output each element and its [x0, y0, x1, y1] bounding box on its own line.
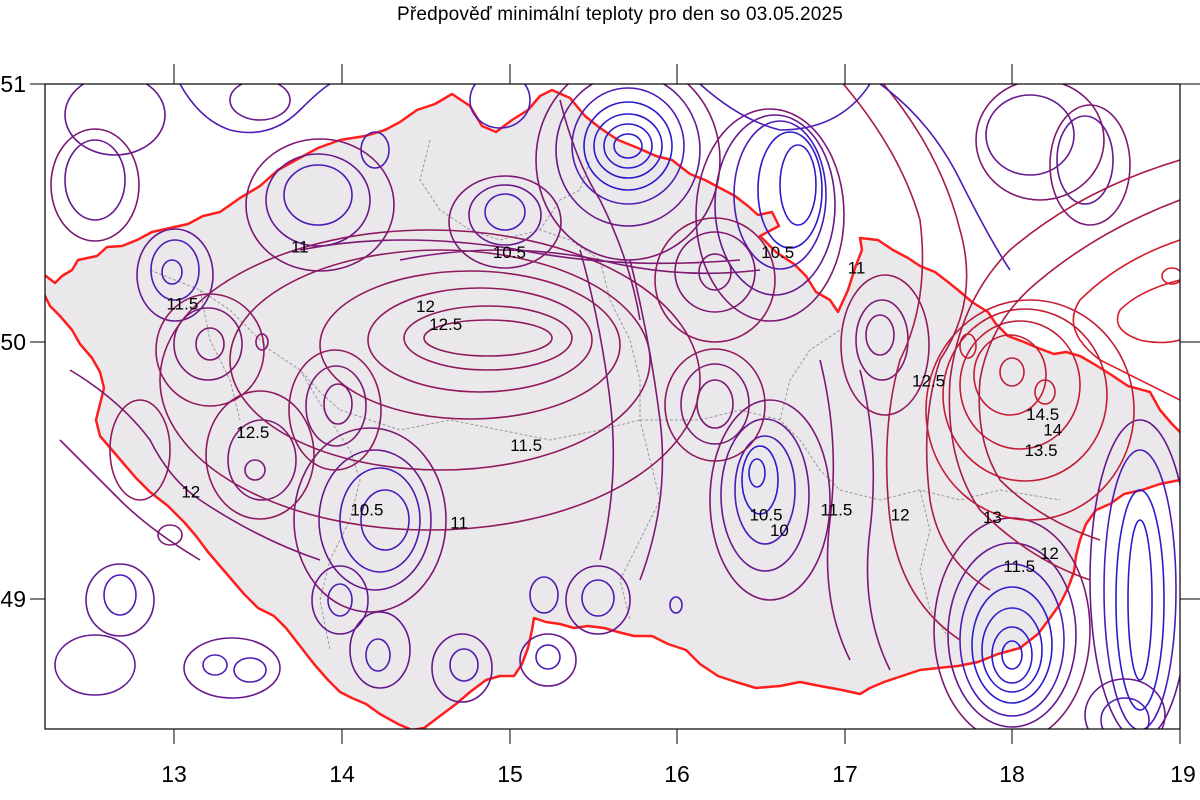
contour-label: 12: [416, 297, 435, 316]
contour-label: 11.5: [820, 500, 852, 519]
contour-label: 10.5: [749, 506, 782, 525]
x-tick-13: 13: [161, 761, 187, 787]
contour-label: 12.5: [236, 423, 269, 442]
x-tick-15: 15: [497, 761, 523, 787]
top-ticks: [173, 64, 1200, 600]
country-area: [45, 88, 1180, 729]
contour-label: 12.5: [912, 372, 945, 391]
contour-lines: [50, 84, 1180, 729]
x-tick-17: 17: [832, 761, 858, 787]
contour-label: 14: [1043, 421, 1062, 440]
contour-label: 13.5: [1024, 441, 1057, 460]
contour-label: 11.5: [1003, 557, 1035, 576]
y-tick-51: 51: [0, 71, 26, 97]
contour-label: 12: [181, 482, 200, 501]
contour-label: 14.5: [1026, 405, 1059, 424]
y-tick-50: 50: [0, 329, 26, 355]
x-tick-16: 16: [664, 761, 690, 787]
contour-label: 12: [891, 506, 910, 525]
bottom-ticks: [173, 729, 1181, 744]
contour-label: 11: [450, 513, 468, 532]
contour-label: 11: [291, 238, 309, 257]
x-tick-19: 19: [1170, 761, 1196, 787]
left-ticks: [30, 83, 45, 600]
contour-label: 10.5: [761, 243, 794, 262]
y-tick-labels: 51 50 49: [0, 71, 26, 612]
plot-frame: [44, 83, 1181, 730]
contour-label: 10.5: [350, 500, 383, 519]
contour-label: 12: [1040, 544, 1059, 563]
map-title: Předpověď minimální teploty pro den so 0…: [396, 4, 844, 25]
x-tick-labels: 13 14 15 16 17 18 19: [161, 761, 1196, 787]
contour-label: 11.5: [510, 436, 542, 455]
x-tick-18: 18: [999, 761, 1025, 787]
contour-label: 13: [983, 508, 1002, 527]
contour-label: 10: [770, 521, 789, 540]
y-tick-49: 49: [0, 586, 26, 612]
contour-label: 11.5: [166, 294, 198, 313]
contour-label: 11: [848, 258, 866, 277]
contour-label: 10.5: [493, 243, 526, 262]
x-tick-14: 14: [329, 761, 355, 787]
contour-label: 12.5: [429, 315, 462, 334]
regional-boundaries: [149, 139, 1061, 651]
